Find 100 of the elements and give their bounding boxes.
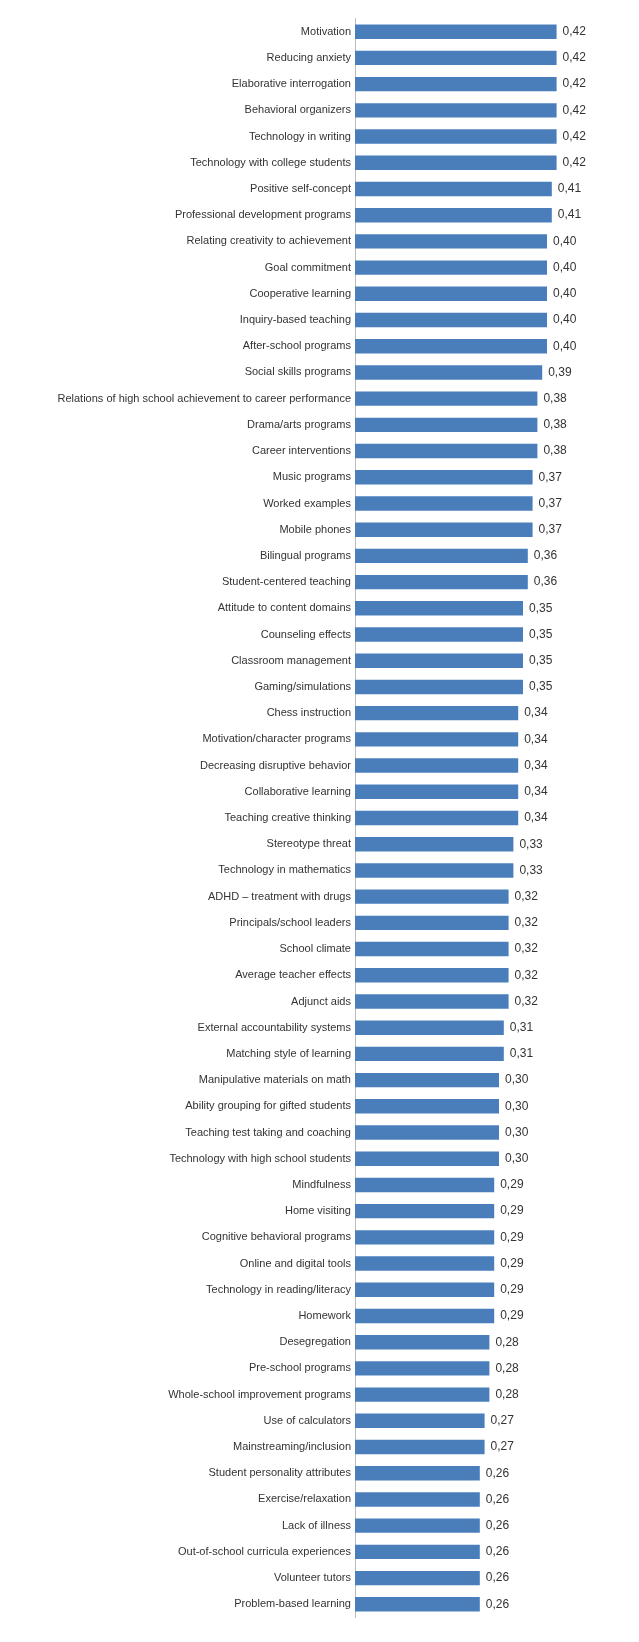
bar: [355, 863, 514, 878]
y-tick-label: Chess instruction: [266, 706, 351, 719]
y-tick-label: Whole-school improvement programs: [168, 1387, 352, 1400]
data-label: 0,26: [485, 1544, 510, 1559]
bar: [355, 1046, 504, 1062]
y-tick-label: Music programs: [272, 470, 352, 483]
y-tick-label: Pre-school programs: [248, 1361, 352, 1374]
y-tick-label: Stereotype threat: [266, 837, 351, 850]
bar: [355, 574, 528, 590]
bar: [355, 1387, 490, 1402]
data-label: 0,41: [557, 181, 582, 196]
bar: [355, 50, 557, 66]
y-tick-label: Teaching test taking and coaching: [185, 1125, 351, 1138]
y-tick-label: Classroom management: [231, 653, 351, 666]
bar: [355, 627, 523, 642]
y-tick-label: Social skills programs: [244, 365, 352, 378]
bar: [355, 601, 523, 616]
bar: [355, 181, 552, 197]
bar: [355, 234, 547, 249]
data-label: 0,34: [524, 784, 548, 799]
y-tick-label: Relating creativity to achievement: [186, 234, 351, 247]
y-tick-label: Principals/school leaders: [229, 915, 352, 928]
bar: [355, 443, 538, 459]
data-label: 0,40: [553, 338, 577, 353]
bar: [355, 129, 557, 144]
bar: [355, 155, 557, 170]
data-label: 0,27: [490, 1439, 515, 1454]
data-label: 0,39: [548, 364, 572, 379]
y-tick-label: Lack of illness: [281, 1518, 352, 1531]
data-label: 0,36: [533, 574, 558, 589]
data-label: 0,27: [490, 1413, 515, 1428]
bar: [355, 837, 514, 852]
bar: [355, 1177, 495, 1193]
y-tick-label: Out-of-school curricula experiences: [177, 1544, 352, 1557]
bar: [355, 994, 509, 1009]
bar: [355, 1597, 480, 1612]
data-label: 0,42: [562, 50, 587, 65]
bar: [355, 1099, 499, 1114]
data-label: 0,35: [529, 679, 553, 694]
bar: [355, 286, 547, 302]
y-tick-label: Positive self-concept: [250, 182, 351, 194]
data-label: 0,40: [553, 286, 577, 301]
bar: [355, 1203, 495, 1219]
bar: [355, 1361, 490, 1376]
y-tick-label: Matching style of learning: [226, 1046, 351, 1059]
data-label: 0,37: [538, 469, 563, 484]
bar: [355, 784, 519, 799]
data-label: 0,26: [485, 1517, 510, 1532]
y-tick-label: Worked examples: [263, 496, 352, 509]
bar: [355, 1256, 495, 1271]
y-tick-label: Cognitive behavioral programs: [201, 1230, 352, 1243]
data-label: 0,35: [529, 653, 553, 668]
data-label: 0,34: [524, 731, 548, 746]
y-tick-label: Relations of high school achievement to career performance: [57, 391, 351, 404]
y-tick-label: Technology with high school students: [169, 1151, 352, 1164]
data-label: 0,36: [533, 548, 558, 563]
y-tick-label: Technology in mathematics: [218, 863, 352, 876]
bar: [355, 705, 519, 721]
data-label: 0,32: [514, 915, 539, 930]
y-tick-label: Gaming/simulations: [254, 679, 352, 692]
data-label: 0,42: [562, 155, 587, 170]
y-tick-label: Average teacher effects: [235, 968, 352, 981]
bar: [355, 24, 557, 39]
y-tick-label: Home visiting: [284, 1204, 351, 1217]
bar: [355, 1308, 495, 1324]
data-label: 0,35: [529, 600, 553, 615]
data-label: 0,40: [553, 259, 577, 274]
data-label: 0,41: [557, 207, 582, 222]
bar: [355, 103, 557, 118]
data-label: 0,30: [505, 1151, 529, 1166]
y-tick-label: After-school programs: [242, 339, 352, 352]
y-tick-label: Elaborative interrogation: [231, 77, 351, 90]
y-tick-label: Drama/arts programs: [247, 417, 352, 430]
y-tick-label: Motivation/character programs: [202, 732, 352, 745]
bar: [355, 522, 533, 537]
y-tick-label: Professional development programs: [174, 208, 352, 221]
data-label: 0,34: [524, 757, 548, 772]
y-tick-label: Manipulative materials on math: [198, 1073, 351, 1086]
y-tick-label: Technology with college students: [190, 155, 352, 168]
data-label: 0,42: [562, 128, 587, 143]
y-tick-label: Adjunct aids: [291, 994, 352, 1007]
y-tick-label: School climate: [279, 942, 351, 955]
bar: [355, 470, 533, 485]
data-label: 0,30: [505, 1072, 529, 1087]
y-tick-label: Behavioral organizers: [244, 103, 352, 116]
y-tick-label: Student-centered teaching: [221, 575, 351, 588]
y-tick-label: Counseling effects: [260, 627, 352, 640]
data-label: 0,30: [505, 1098, 529, 1113]
data-label: 0,26: [485, 1570, 510, 1585]
data-label: 0,29: [500, 1177, 524, 1192]
bar: [355, 417, 538, 433]
bar: [355, 365, 543, 380]
bar: [355, 968, 509, 983]
data-label: 0,42: [562, 24, 587, 39]
bar: [355, 1282, 495, 1297]
y-tick-label: Mobile phones: [279, 522, 352, 535]
bar: [355, 1413, 485, 1429]
bar: [355, 941, 509, 957]
bar: [355, 1125, 499, 1140]
bar: [355, 391, 538, 406]
